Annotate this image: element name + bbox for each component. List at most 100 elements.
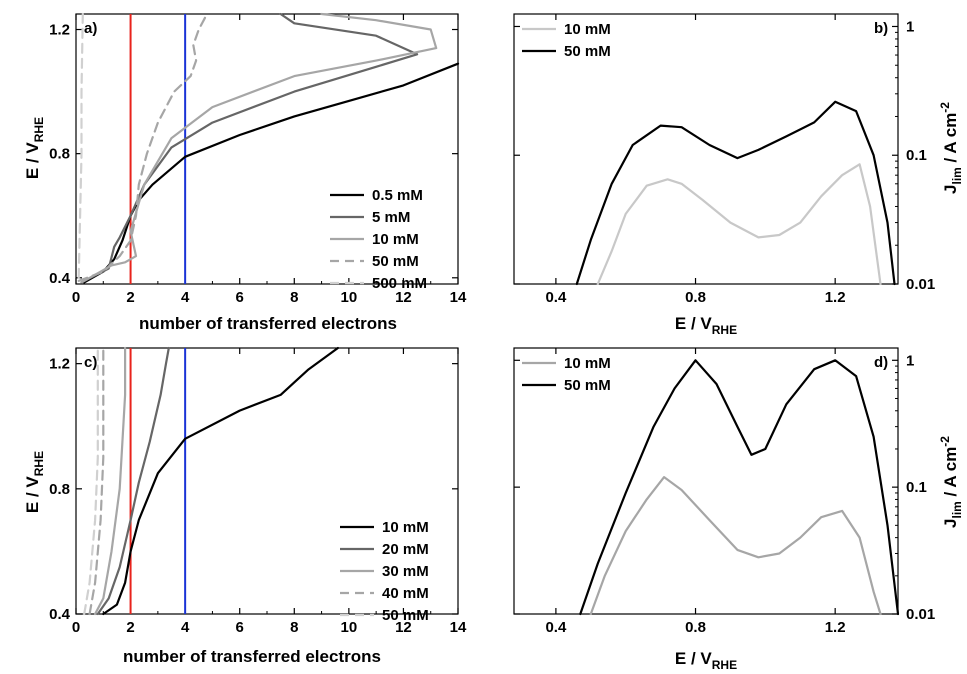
series-line-50-mM [579,359,900,616]
panel-b: b) 0.4 0.8 1.2 0.01 0.1 1 10 mM 50 mM E / VRHE… [513,13,964,337]
panel-d-legend: 10 mM 50 mM [522,355,611,394]
panel-b-series [575,100,896,286]
panel-d-ticks: 0.4 0.8 1.2 0.01 0.1 1 [514,348,935,636]
legend-label: 500 mM [372,275,427,292]
panel-d-ylabel-main: J [941,519,960,528]
panel-b-ylabel: Jlim / A cm-2 [938,102,964,194]
legend-label: 50 mM [564,43,611,60]
panel-a-ticks: 0 2 4 6 8 10 12 14 0.4 0.8 1.2 [49,14,467,306]
y-tick-label: 0.8 [49,481,70,498]
panel-a-series [77,12,460,284]
legend-label: 40 mM [382,585,429,602]
series-line-50-mM [83,346,99,616]
panel-a-ylabel: E / VRHE [23,117,46,179]
legend-label: 50 mM [372,253,419,270]
panel-c-label: c) [84,354,97,371]
panel-c-xlabel: number of transferred electrons [123,647,381,666]
series-line-10-mM [596,163,882,286]
panel-c-legend: 10 mM 20 mM 30 mM 40 mM 50 mM [340,519,429,624]
y-tick-label: 1 [906,18,914,35]
panel-d-xlabel-main: E / V [675,649,713,668]
x-tick-label: 6 [236,619,244,636]
panel-b-ylabel-unit: / A cm [941,113,960,167]
y-tick-label: 1 [906,352,914,369]
legend-label: 10 mM [564,21,611,38]
series-line-50-mM [77,12,209,282]
legend-label: 10 mM [382,519,429,536]
series-line-10-mM [80,12,438,284]
x-tick-label: 14 [450,619,467,636]
panel-c-series [83,346,339,616]
panel-c-ylabel: E / VRHE [23,451,46,513]
legend-label: 50 mM [382,607,429,624]
y-tick-label: 0.01 [906,606,935,623]
y-tick-label: 1.2 [49,356,70,373]
panel-d-ylabel-unit: / A cm [941,447,960,501]
panel-a-ylabel-main: E / V [23,142,42,180]
x-tick-label: 6 [236,289,244,306]
x-tick-label: 0.8 [685,289,706,306]
x-tick-label: 10 [341,619,358,636]
y-tick-label: 0.8 [49,146,70,163]
legend-label: 10 mM [372,231,419,248]
panel-a-xlabel: number of transferred electrons [139,314,397,333]
series-line-500-mM [77,12,84,279]
x-tick-label: 0 [72,619,80,636]
panel-b-ylabel-exp: -2 [938,102,952,113]
panel-b-ylabel-sub: lim [950,167,964,184]
legend-label: 0.5 mM [372,187,423,204]
panel-d-label: d) [874,354,888,371]
series-line-10-mM [102,346,339,616]
panel-d-xlabel-sub: RHE [712,658,737,672]
y-tick-label: 0.4 [49,270,71,287]
panel-c-ticks: 0 2 4 6 8 10 12 14 0.4 0.8 1.2 [49,348,467,636]
x-tick-label: 10 [341,289,358,306]
panel-d-xlabel: E / VRHE [675,649,737,672]
legend-label: 30 mM [382,563,429,580]
panel-b-legend: 10 mM 50 mM [522,21,611,60]
panel-a-legend: 0.5 mM 5 mM 10 mM 50 mM 500 mM [330,187,427,292]
panel-d-ylabel-exp: -2 [938,436,952,447]
series-line-30-mM [94,346,127,616]
x-tick-label: 0 [72,289,80,306]
x-tick-label: 12 [395,619,412,636]
x-tick-label: 14 [450,289,467,306]
series-line-50-mM [575,100,896,286]
x-tick-label: 0.4 [545,619,567,636]
x-tick-label: 8 [290,289,298,306]
panel-b-label: b) [874,20,888,37]
x-tick-label: 8 [290,619,298,636]
panel-b-frame [513,13,899,285]
x-tick-label: 0.8 [685,619,706,636]
panel-a: a) 0 2 4 6 8 10 12 14 0.4 0.8 1.2 0.5 mM 5 mM 10 mM 5… [23,12,467,333]
legend-label: 5 mM [372,209,410,226]
series-line-40-mM [88,346,105,616]
legend-label: 10 mM [564,355,611,372]
panel-b-xlabel-sub: RHE [712,323,737,337]
x-tick-label: 1.2 [825,289,846,306]
panel-c-ylabel-main: E / V [23,476,42,514]
x-tick-label: 0.4 [545,289,567,306]
x-tick-label: 2 [126,619,134,636]
y-tick-label: 0.1 [906,479,927,496]
series-line-20-mM [96,346,170,616]
panel-b-xlabel: E / VRHE [675,314,737,337]
panel-c: c) 0 2 4 6 8 10 12 14 0.4 0.8 1.2 10 mM 20 mM 30 mM 4… [23,346,467,666]
panel-b-xlabel-main: E / V [675,314,713,333]
x-tick-label: 4 [181,619,190,636]
series-line-0-5-mM [83,62,460,284]
legend-label: 50 mM [564,377,611,394]
y-tick-label: 0.4 [49,606,71,623]
panel-d-ylabel: Jlim / A cm-2 [938,436,964,528]
panel-c-ylabel-sub: RHE [32,451,46,476]
x-tick-label: 2 [126,289,134,306]
panel-d: d) 0.4 0.8 1.2 0.01 0.1 1 10 mM 50 mM E / VRHE… [513,347,964,672]
panel-b-ticks: 0.4 0.8 1.2 0.01 0.1 1 [514,14,935,306]
panel-d-ylabel-sub: lim [950,501,964,518]
series-line-5-mM [80,12,419,284]
x-tick-label: 12 [395,289,412,306]
y-tick-label: 1.2 [49,22,70,39]
panel-d-frame [513,347,899,615]
